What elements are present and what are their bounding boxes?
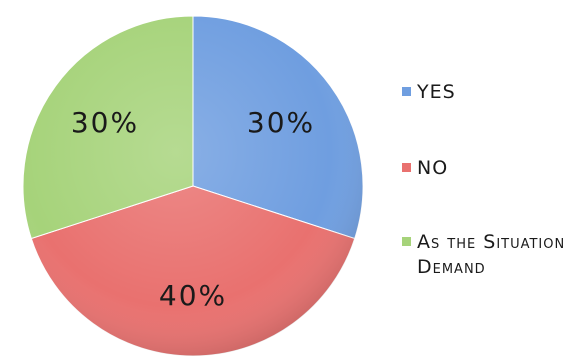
pie-slice-label-no: 40% (159, 279, 227, 312)
legend-item-no: NO (402, 156, 567, 181)
pie-shading (23, 16, 363, 356)
pie-slice-label-situation: 30% (71, 106, 139, 139)
legend-swatch-no (402, 163, 411, 172)
legend-label-yes: YES (417, 81, 456, 103)
pie-slices (22, 15, 364, 357)
legend-item-yes: YES (402, 80, 567, 105)
legend-swatch-situation (402, 237, 411, 246)
legend-label-situation: As the Situation Demand (417, 231, 566, 278)
pie-slice-labels: 30% 40% 30% (71, 106, 315, 312)
legend-swatch-yes (402, 87, 411, 96)
legend-item-situation: As the Situation Demand (402, 230, 567, 280)
pie-slice-label-yes: 30% (247, 106, 315, 139)
legend-label-no: NO (417, 157, 449, 179)
